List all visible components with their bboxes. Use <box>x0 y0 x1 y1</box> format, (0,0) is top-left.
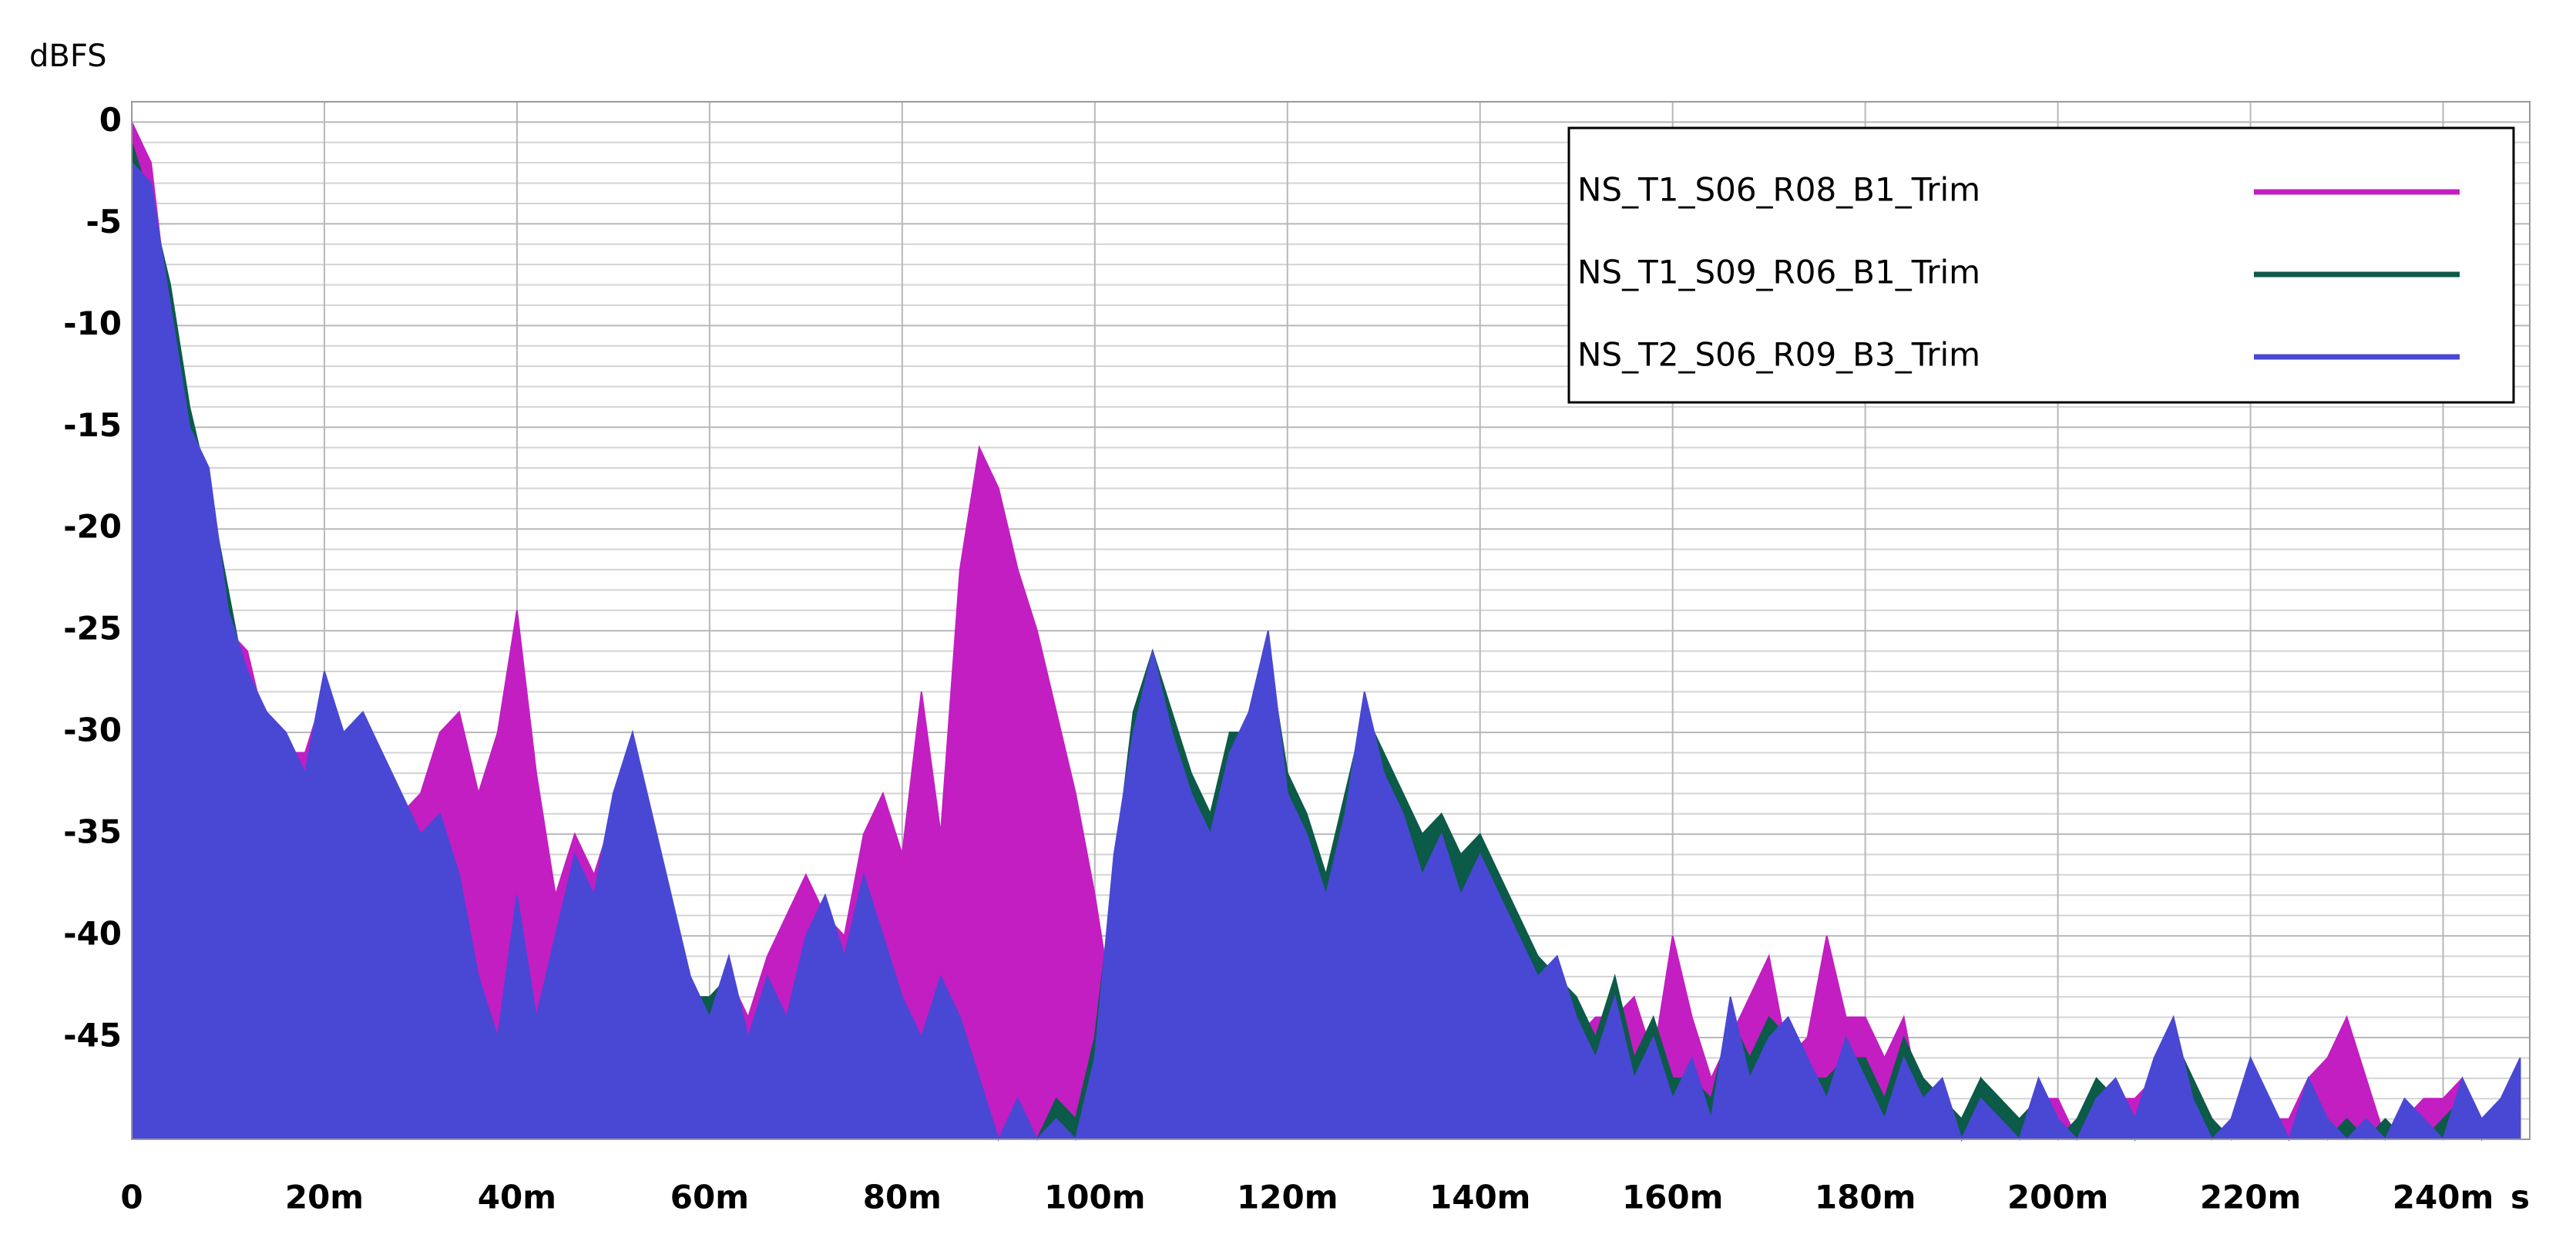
y-tick-label: -40 <box>63 915 122 953</box>
x-tick-label: 180m <box>1815 1179 1916 1216</box>
legend-label: NS_T2_S06_R09_B3_Trim <box>1577 336 1980 374</box>
legend-label: NS_T1_S09_R06_B1_Trim <box>1577 254 1980 291</box>
x-tick-label: 200m <box>2007 1179 2108 1216</box>
y-tick-label: -35 <box>63 813 122 851</box>
y-tick-label: -15 <box>63 406 122 444</box>
x-tick-label: 160m <box>1622 1179 1723 1216</box>
x-tick-label: 20m <box>285 1179 364 1216</box>
plot-frame <box>131 101 2531 1140</box>
x-tick-label: 80m <box>863 1179 942 1216</box>
x-tick-label: 100m <box>1044 1179 1145 1216</box>
x-tick-label: 240m <box>2393 1179 2494 1216</box>
y-tick-label: -10 <box>63 304 122 342</box>
y-tick-label: -30 <box>63 711 122 749</box>
x-tick-label: 0 <box>120 1179 143 1216</box>
x-tick-label: 140m <box>1429 1179 1530 1216</box>
y-tick-label: -45 <box>63 1017 122 1055</box>
x-tick-label: 120m <box>1237 1179 1338 1216</box>
x-tick-label: 220m <box>2200 1179 2301 1216</box>
legend-label: NS_T1_S06_R08_B1_Trim <box>1577 171 1980 209</box>
x-tick-label: 60m <box>670 1179 749 1216</box>
area <box>131 160 2521 1142</box>
y-tick-label: -25 <box>63 610 122 648</box>
y-tick-label: 0 <box>99 101 122 139</box>
y-axis-label: dBFS <box>29 39 107 74</box>
x-tick-label: 40m <box>478 1179 556 1216</box>
y-tick-label: -20 <box>63 508 122 546</box>
y-tick-label: -5 <box>86 203 122 241</box>
x-axis-unit: s <box>2511 1179 2530 1216</box>
